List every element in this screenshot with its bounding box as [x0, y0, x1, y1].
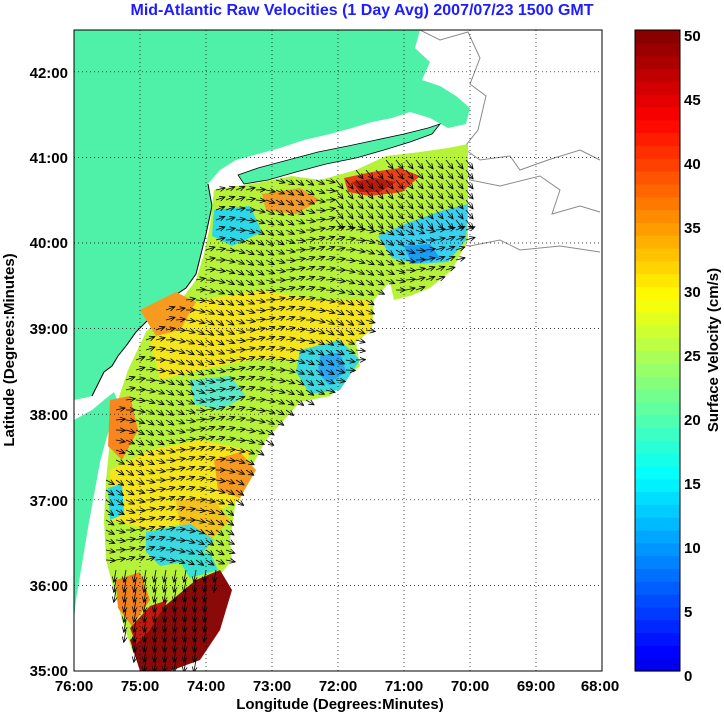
colorbar-tick-label: 20 [684, 412, 701, 429]
colorbar-band [635, 543, 680, 556]
colorbar-band [635, 376, 680, 389]
colorbar-band [635, 620, 680, 633]
colorbar-title: Surface Velocity (cm/s) [705, 268, 722, 432]
colorbar-band [635, 197, 680, 210]
colorbar-band [635, 274, 680, 287]
colorbar-band [635, 594, 680, 607]
y-tick-labels: 35:00 36:00 37:00 38:00 39:00 40:00 41:0… [30, 65, 68, 680]
colorbar-band [635, 402, 680, 415]
colorbar-band [635, 56, 680, 69]
y-tick-label: 37:00 [30, 493, 68, 510]
colorbar-band [635, 171, 680, 184]
colorbar-band [635, 209, 680, 222]
colorbar-band [635, 222, 680, 235]
y-tick-label: 41:00 [30, 150, 68, 167]
colorbar-band [635, 325, 680, 338]
colorbar-band [635, 556, 680, 569]
y-tick-label: 38:00 [30, 407, 68, 424]
colorbar-tick-label: 30 [684, 284, 701, 301]
colorbar-band [635, 351, 680, 364]
velocity-vector [406, 270, 415, 271]
y-tick-label: 35:00 [30, 663, 68, 680]
colorbar-tick-labels: 0 5 10 15 20 25 30 35 40 45 50 [684, 28, 701, 685]
colorbar-tick-label: 35 [684, 220, 701, 237]
colorbar-band [635, 299, 680, 312]
colorbar-band [635, 363, 680, 376]
colorbar-band [635, 286, 680, 299]
x-tick-label: 72:00 [319, 678, 357, 695]
y-tick-label: 39:00 [30, 321, 68, 338]
colorbar-band [635, 158, 680, 171]
y-tick-label: 42:00 [30, 65, 68, 82]
colorbar-tick-label: 0 [684, 668, 692, 685]
colorbar-band [635, 389, 680, 402]
colorbar-band [635, 312, 680, 325]
colorbar-band [635, 81, 680, 94]
colorbar-band [635, 504, 680, 517]
colorbar-band [635, 30, 680, 43]
colorbar-band [635, 453, 680, 466]
colorbar-band [635, 235, 680, 248]
colorbar-tick-label: 40 [684, 156, 701, 173]
velocity-vector [346, 370, 355, 371]
colorbar-band [635, 581, 680, 594]
colorbar-tick-label: 45 [684, 92, 701, 109]
colorbar-tick-label: 5 [684, 604, 692, 621]
x-tick-label: 76:00 [55, 678, 93, 695]
colorbar [635, 30, 680, 672]
x-tick-label: 75:00 [121, 678, 159, 695]
colorbar-band [635, 43, 680, 56]
colorbar-band [635, 427, 680, 440]
x-tick-label: 71:00 [385, 678, 423, 695]
colorbar-band [635, 568, 680, 581]
colorbar-band [635, 248, 680, 261]
colorbar-band [635, 184, 680, 197]
x-tick-label: 74:00 [187, 678, 225, 695]
colorbar-tick-label: 15 [684, 476, 701, 493]
colorbar-band [635, 633, 680, 646]
colorbar-band [635, 492, 680, 505]
colorbar-band [635, 607, 680, 620]
colorbar-band [635, 338, 680, 351]
colorbar-band [635, 261, 680, 274]
x-tick-label: 68:00 [581, 678, 619, 695]
colorbar-band [635, 68, 680, 81]
x-axis-title: Longitude (Degrees:Minutes) [236, 696, 444, 713]
x-tick-label: 70:00 [451, 678, 489, 695]
x-tick-labels: 76:00 75:00 74:00 73:00 72:00 71:00 70:0… [55, 678, 619, 695]
colorbar-band [635, 530, 680, 543]
colorbar-band [635, 658, 680, 671]
map-title: Mid-Atlantic Raw Velocities (1 Day Avg) … [131, 2, 594, 19]
colorbar-band [635, 479, 680, 492]
x-tick-label: 69:00 [517, 678, 555, 695]
colorbar-band [635, 120, 680, 133]
colorbar-band [635, 517, 680, 530]
colorbar-band [635, 645, 680, 658]
colorbar-band [635, 94, 680, 107]
colorbar-band [635, 440, 680, 453]
colorbar-tick-label: 50 [684, 28, 701, 45]
colorbar-band [635, 415, 680, 428]
y-axis-title: Latitude (Degrees:Minutes) [1, 253, 18, 446]
colorbar-band [635, 133, 680, 146]
colorbar-band [635, 145, 680, 158]
colorbar-tick-label: 25 [684, 348, 701, 365]
colorbar-tick-label: 10 [684, 540, 701, 557]
y-tick-label: 36:00 [30, 578, 68, 595]
colorbar-band [635, 466, 680, 479]
y-tick-label: 40:00 [30, 235, 68, 252]
colorbar-band [635, 107, 680, 120]
x-tick-label: 73:00 [253, 678, 291, 695]
